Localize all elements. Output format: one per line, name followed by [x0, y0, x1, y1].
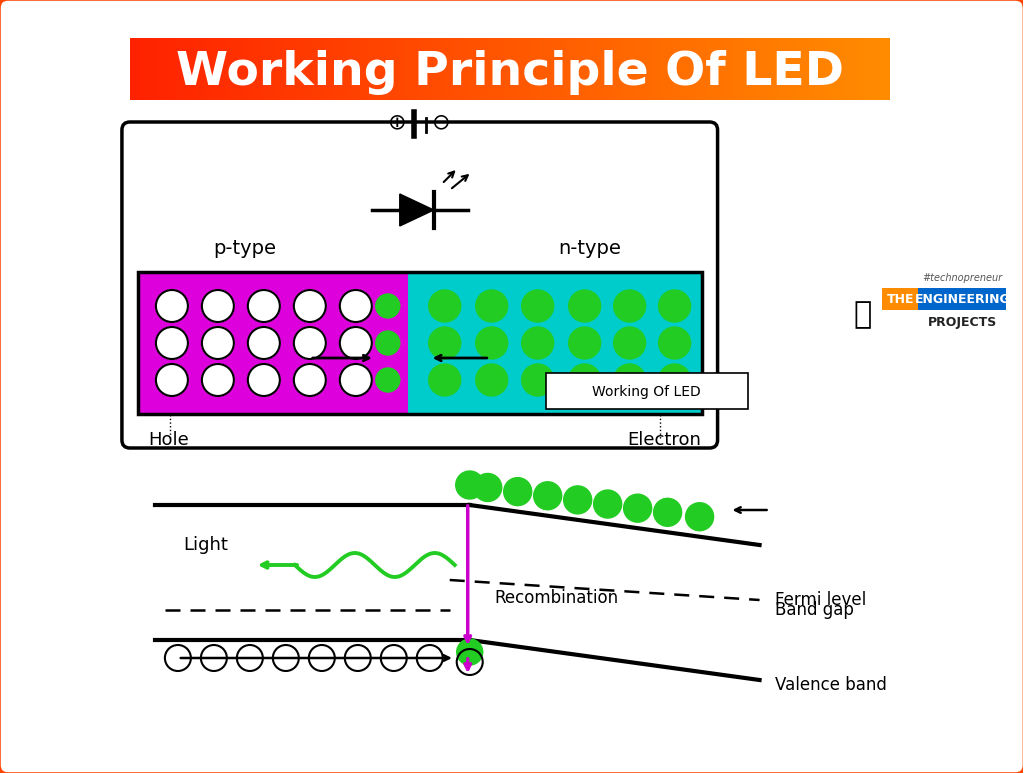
Circle shape — [381, 645, 407, 671]
Circle shape — [658, 290, 690, 322]
Circle shape — [476, 290, 508, 322]
Circle shape — [624, 494, 651, 523]
Circle shape — [156, 290, 187, 322]
Text: PROJECTS: PROJECTS — [928, 315, 997, 329]
Circle shape — [476, 327, 508, 359]
Circle shape — [653, 499, 682, 526]
Circle shape — [521, 327, 554, 359]
Circle shape — [504, 478, 531, 506]
Circle shape — [201, 645, 227, 671]
Text: Valence band: Valence band — [774, 676, 887, 694]
Text: ⊖: ⊖ — [432, 112, 451, 132]
Circle shape — [202, 364, 233, 396]
Circle shape — [613, 364, 645, 396]
Circle shape — [613, 290, 645, 322]
Circle shape — [376, 331, 399, 355]
Text: Fermi level: Fermi level — [774, 591, 866, 609]
Text: p-type: p-type — [213, 239, 276, 257]
Circle shape — [456, 471, 483, 499]
Bar — [883, 288, 919, 310]
Circle shape — [376, 294, 399, 318]
Text: Hole: Hole — [147, 431, 188, 449]
Circle shape — [658, 327, 690, 359]
Circle shape — [521, 290, 554, 322]
Circle shape — [568, 327, 601, 359]
Text: THE: THE — [887, 292, 914, 305]
Circle shape — [248, 327, 280, 359]
Circle shape — [568, 364, 601, 396]
Text: ⊕: ⊕ — [388, 112, 408, 132]
Circle shape — [534, 482, 562, 509]
Text: #technopreneur: #technopreneur — [923, 273, 1002, 283]
Text: Band gap: Band gap — [774, 601, 853, 619]
Circle shape — [156, 327, 187, 359]
Circle shape — [686, 502, 714, 531]
Text: Electron: Electron — [628, 431, 701, 449]
Circle shape — [594, 490, 622, 518]
Circle shape — [658, 364, 690, 396]
Circle shape — [563, 486, 592, 514]
Circle shape — [202, 327, 233, 359]
Circle shape — [457, 639, 482, 665]
Circle shape — [202, 290, 233, 322]
Circle shape — [294, 327, 326, 359]
Text: Recombination: Recombination — [495, 589, 618, 607]
Circle shape — [248, 290, 280, 322]
Circle shape — [429, 364, 461, 396]
Bar — [919, 288, 1007, 310]
Circle shape — [340, 327, 372, 359]
Circle shape — [165, 645, 190, 671]
Circle shape — [376, 368, 399, 392]
Bar — [138, 272, 701, 414]
Circle shape — [340, 290, 372, 322]
Polygon shape — [399, 194, 434, 226]
Circle shape — [237, 645, 263, 671]
Circle shape — [156, 364, 187, 396]
Circle shape — [345, 645, 371, 671]
Bar — [408, 272, 701, 414]
Text: Working Principle Of LED: Working Principle Of LED — [176, 49, 844, 94]
Text: n-type: n-type — [558, 239, 622, 257]
Circle shape — [613, 327, 645, 359]
Circle shape — [568, 290, 601, 322]
Circle shape — [429, 290, 461, 322]
Bar — [138, 272, 408, 414]
Circle shape — [248, 364, 280, 396]
Circle shape — [272, 645, 299, 671]
Circle shape — [474, 474, 502, 502]
Circle shape — [476, 364, 508, 396]
Text: 🤖: 🤖 — [853, 301, 871, 329]
Text: Working Of LED: Working Of LED — [592, 385, 701, 399]
FancyBboxPatch shape — [546, 373, 748, 409]
Circle shape — [521, 364, 554, 396]
Circle shape — [309, 645, 335, 671]
Text: Light: Light — [183, 536, 227, 554]
Circle shape — [417, 645, 442, 671]
Circle shape — [429, 327, 461, 359]
Text: ENGINEERING: ENGINEERING — [914, 292, 1011, 305]
Circle shape — [340, 364, 372, 396]
Circle shape — [294, 290, 326, 322]
Circle shape — [294, 364, 326, 396]
Circle shape — [457, 649, 482, 675]
